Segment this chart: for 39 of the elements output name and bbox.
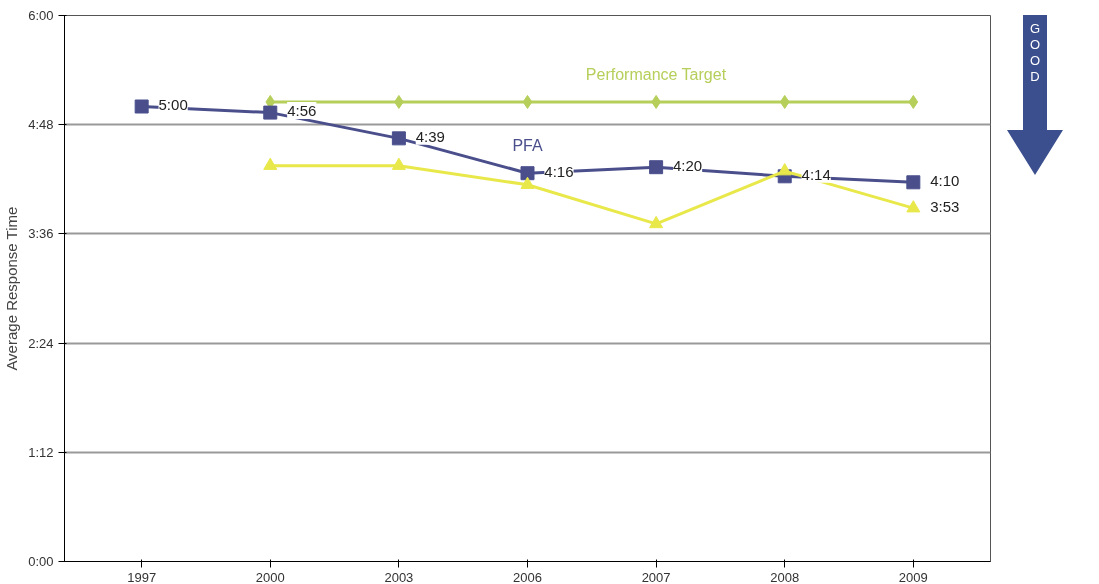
- data-label: 4:56: [287, 102, 317, 120]
- point: [649, 215, 664, 229]
- x-tick-label: 2000: [255, 569, 285, 584]
- point: [134, 99, 149, 114]
- data-label: 4:10: [930, 171, 960, 189]
- x-tick-label: 2007: [641, 569, 671, 584]
- point: [263, 157, 278, 170]
- y-tick-label: 0:00: [28, 554, 54, 569]
- point: [906, 200, 921, 213]
- point: [908, 94, 919, 109]
- y-tick-label: 2:24: [28, 335, 54, 351]
- series-label: PFA: [512, 137, 543, 155]
- series-label: Performance Target: [585, 66, 727, 84]
- point: [263, 105, 278, 120]
- y-tick-label: 3:36: [28, 226, 54, 242]
- data-label: 4:39: [415, 127, 445, 145]
- y-tick-label: 4:48: [28, 117, 54, 133]
- point: [391, 131, 406, 146]
- point: [520, 176, 535, 190]
- x-tick-label: 1997: [127, 569, 157, 584]
- x-tick-label: 2008: [770, 569, 800, 584]
- y-tick-label: 1:12: [28, 444, 54, 460]
- point: [391, 157, 406, 170]
- data-label: 4:20: [672, 156, 703, 174]
- data-label: 3:53: [930, 197, 960, 215]
- point: [906, 175, 921, 190]
- x-tick-label: 2009: [898, 569, 928, 584]
- data-label: 4:14: [801, 165, 831, 183]
- point: [649, 160, 664, 175]
- y-tick-label: 6:00: [28, 8, 54, 23]
- y-axis-title: Average Response Time: [3, 206, 21, 371]
- point: [779, 94, 790, 109]
- x-tick-label: 2006: [513, 569, 542, 584]
- point: [520, 166, 535, 181]
- point: [777, 163, 792, 176]
- x-tick-label: 2003: [384, 569, 414, 584]
- point: [522, 94, 533, 109]
- data-label: 4:16: [544, 162, 574, 180]
- data-label: 5:00: [158, 96, 188, 113]
